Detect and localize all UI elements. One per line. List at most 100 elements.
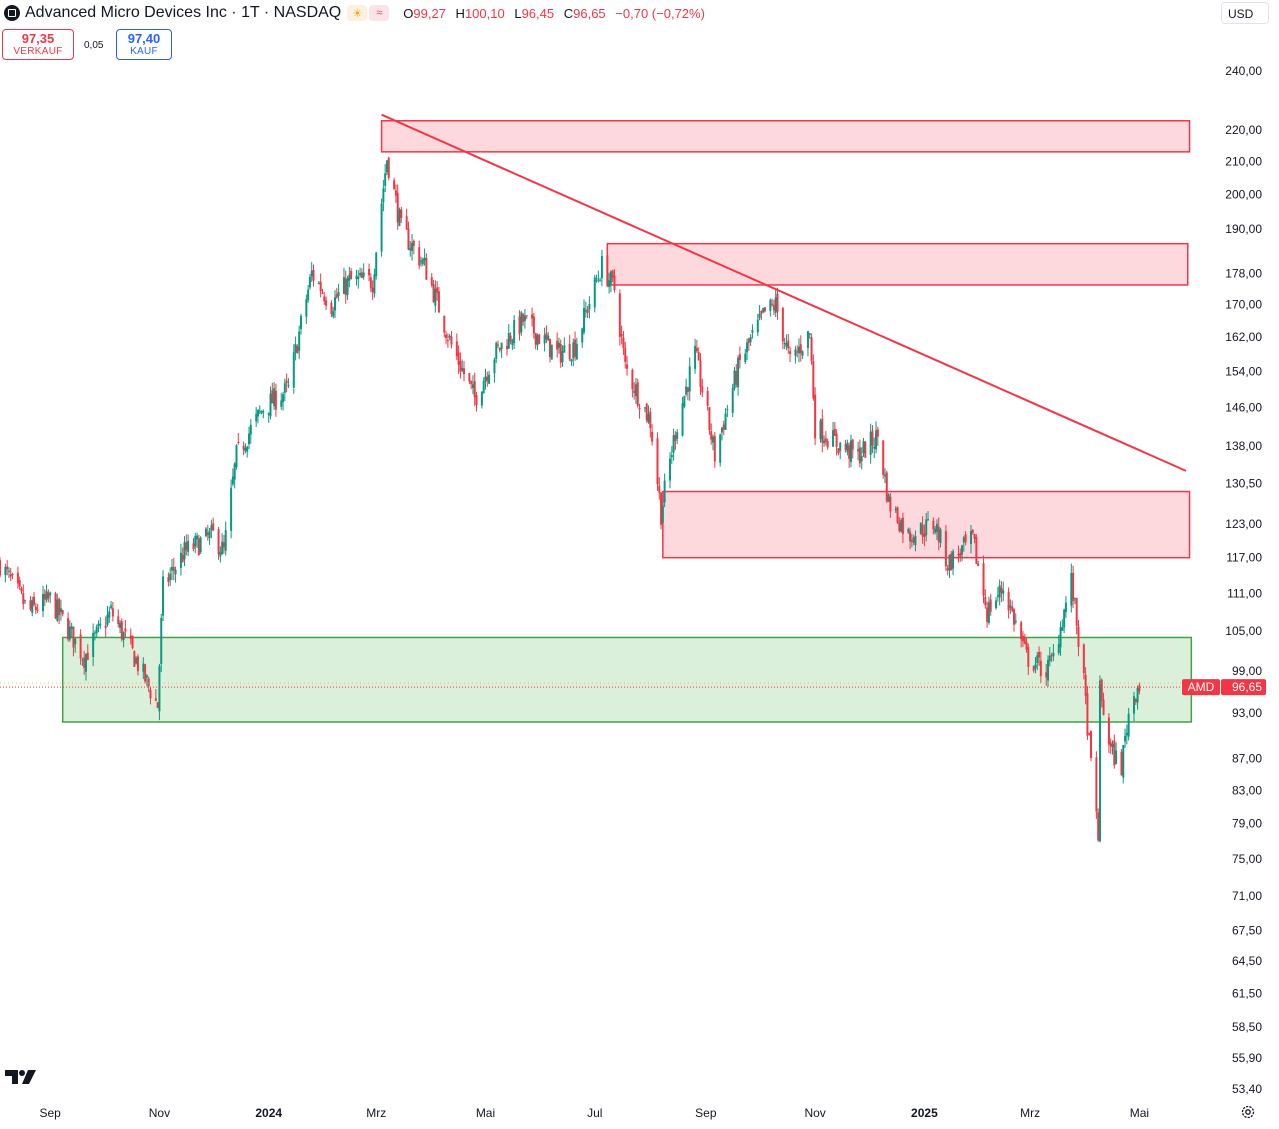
candle-body [461, 367, 464, 371]
candle-body [480, 391, 483, 406]
candle-body [973, 533, 976, 539]
candle-body [418, 247, 421, 266]
candle-body [744, 353, 747, 363]
candle-body [305, 299, 308, 317]
candle-body [708, 407, 711, 431]
candle-body [860, 456, 863, 462]
candle-body [183, 542, 186, 560]
candle-body [1011, 606, 1014, 611]
candle-body [545, 333, 548, 340]
candle-body [608, 280, 611, 288]
candle-body [219, 552, 222, 557]
candle-body [771, 303, 774, 305]
y-tick-label: 75,00 [1232, 852, 1262, 866]
y-tick-label: 240,00 [1225, 64, 1262, 78]
candle-body [969, 531, 972, 544]
y-tick-label: 138,00 [1225, 439, 1262, 453]
wave-icon[interactable]: ≈ [369, 5, 390, 21]
candle-body [154, 698, 157, 701]
candle-body [769, 299, 772, 311]
candle-body [600, 256, 603, 279]
candle-body [944, 531, 947, 567]
candle-body [572, 342, 575, 359]
x-tick-label: 2024 [255, 1106, 282, 1120]
candle-body [896, 507, 899, 523]
candle-body [285, 380, 288, 384]
support-zone[interactable] [61, 636, 1193, 723]
candle-body [738, 354, 741, 361]
candle-body [205, 528, 208, 537]
candle-body [1086, 693, 1089, 736]
candle-body [875, 430, 878, 450]
candle-body [733, 370, 736, 389]
candle-body [984, 597, 987, 606]
candle-body [74, 638, 77, 645]
y-tick-label: 130,50 [1225, 477, 1262, 491]
candle-body [18, 580, 21, 587]
currency-selector[interactable]: USD [1221, 2, 1269, 24]
candle-body [746, 342, 749, 353]
candle-body [844, 444, 847, 450]
candle-body [371, 287, 374, 292]
candle-body [926, 519, 929, 521]
sell-button[interactable]: 97,35 VERKAUF [2, 29, 74, 60]
candle-body [369, 277, 372, 289]
candle-body [656, 438, 659, 485]
candle-body [1082, 644, 1085, 674]
candle-body [6, 566, 9, 570]
candle-body [731, 388, 734, 413]
resistance-zone-mid[interactable] [606, 242, 1189, 286]
candle-body [360, 272, 363, 279]
candle-body [935, 523, 938, 532]
candle-body [244, 447, 247, 452]
candle-body [864, 441, 867, 458]
trendline[interactable] [381, 113, 1187, 472]
candle-body [61, 609, 64, 615]
resistance-zone-top[interactable] [380, 120, 1191, 153]
candle-body [620, 334, 623, 337]
candle-body [260, 410, 263, 414]
buy-label: KAUF [130, 46, 158, 57]
candle-body [661, 505, 664, 524]
tradingview-logo-icon[interactable] [5, 1068, 37, 1086]
candle-body [651, 431, 654, 442]
candle-body [697, 351, 700, 361]
buy-button[interactable]: 97,40 KAUF [116, 29, 172, 60]
candle-body [174, 569, 177, 575]
candle-body [348, 274, 351, 281]
candle-body [871, 430, 874, 446]
candle-body [181, 554, 184, 562]
candle-body [1021, 635, 1024, 642]
candle-body [34, 606, 37, 610]
last-price-value: 96,65 [1232, 680, 1262, 694]
settings-icon[interactable] [1240, 1104, 1256, 1120]
candle-body [382, 188, 385, 203]
candle-body [810, 337, 813, 361]
candle-body [86, 652, 89, 660]
candle-body [588, 303, 591, 310]
candle-body [1064, 602, 1067, 612]
candle-body [921, 524, 924, 537]
candle-body [1113, 740, 1116, 766]
candle-body [4, 566, 7, 576]
sun-icon[interactable]: ☀ [347, 5, 368, 21]
symbol-title[interactable]: Advanced Micro Devices Inc · 1T · NASDAQ [25, 4, 342, 21]
candle-body [710, 431, 713, 440]
y-tick-label: 200,00 [1225, 188, 1262, 202]
candle-body [593, 277, 596, 308]
x-tick-label: Sep [695, 1106, 717, 1120]
candle-body [237, 442, 240, 444]
candle-body [814, 394, 817, 439]
candle-body [230, 487, 233, 531]
candle-body [543, 335, 546, 344]
change-value: −0,70 (−0,72%) [615, 5, 705, 21]
candle-body [375, 252, 378, 277]
candle-body [1125, 732, 1128, 736]
candle-body [199, 537, 202, 553]
candle-body [946, 568, 949, 571]
candle-body [1115, 750, 1118, 764]
candle-body [1098, 680, 1101, 842]
candle-body [172, 567, 175, 571]
candle-body [497, 344, 500, 346]
